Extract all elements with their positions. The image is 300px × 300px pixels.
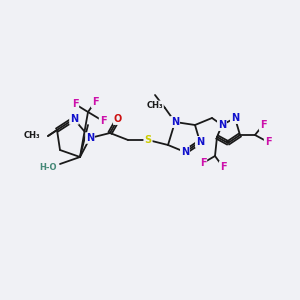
Text: F: F bbox=[220, 162, 226, 172]
Text: N: N bbox=[86, 133, 94, 143]
Text: H-O: H-O bbox=[39, 164, 57, 172]
Text: S: S bbox=[144, 135, 152, 145]
Text: F: F bbox=[200, 158, 206, 168]
Text: F: F bbox=[265, 137, 271, 147]
Text: N: N bbox=[218, 120, 226, 130]
Text: N: N bbox=[171, 117, 179, 127]
Text: N: N bbox=[231, 113, 239, 123]
Text: N: N bbox=[196, 137, 204, 147]
Text: CH₃: CH₃ bbox=[147, 101, 163, 110]
Text: N: N bbox=[171, 117, 179, 127]
Text: F: F bbox=[100, 116, 106, 126]
Text: O: O bbox=[114, 114, 122, 124]
Text: F: F bbox=[260, 120, 266, 130]
Text: F: F bbox=[92, 97, 98, 107]
Text: F: F bbox=[220, 162, 226, 172]
Text: F: F bbox=[72, 99, 78, 109]
Text: CH₃: CH₃ bbox=[23, 131, 40, 140]
Text: H-O: H-O bbox=[39, 164, 57, 172]
Text: N: N bbox=[70, 114, 78, 124]
Text: N: N bbox=[181, 147, 189, 157]
Text: F: F bbox=[200, 158, 206, 168]
Text: CH₃: CH₃ bbox=[23, 131, 40, 140]
Text: F: F bbox=[92, 97, 98, 107]
Text: F: F bbox=[260, 120, 266, 130]
Text: F: F bbox=[100, 116, 106, 126]
Text: N: N bbox=[196, 137, 204, 147]
Text: N: N bbox=[231, 113, 239, 123]
Text: N: N bbox=[181, 147, 189, 157]
Text: S: S bbox=[144, 135, 152, 145]
Text: F: F bbox=[265, 137, 271, 147]
Text: N: N bbox=[218, 120, 226, 130]
Text: F: F bbox=[72, 99, 78, 109]
Text: O: O bbox=[114, 114, 122, 124]
